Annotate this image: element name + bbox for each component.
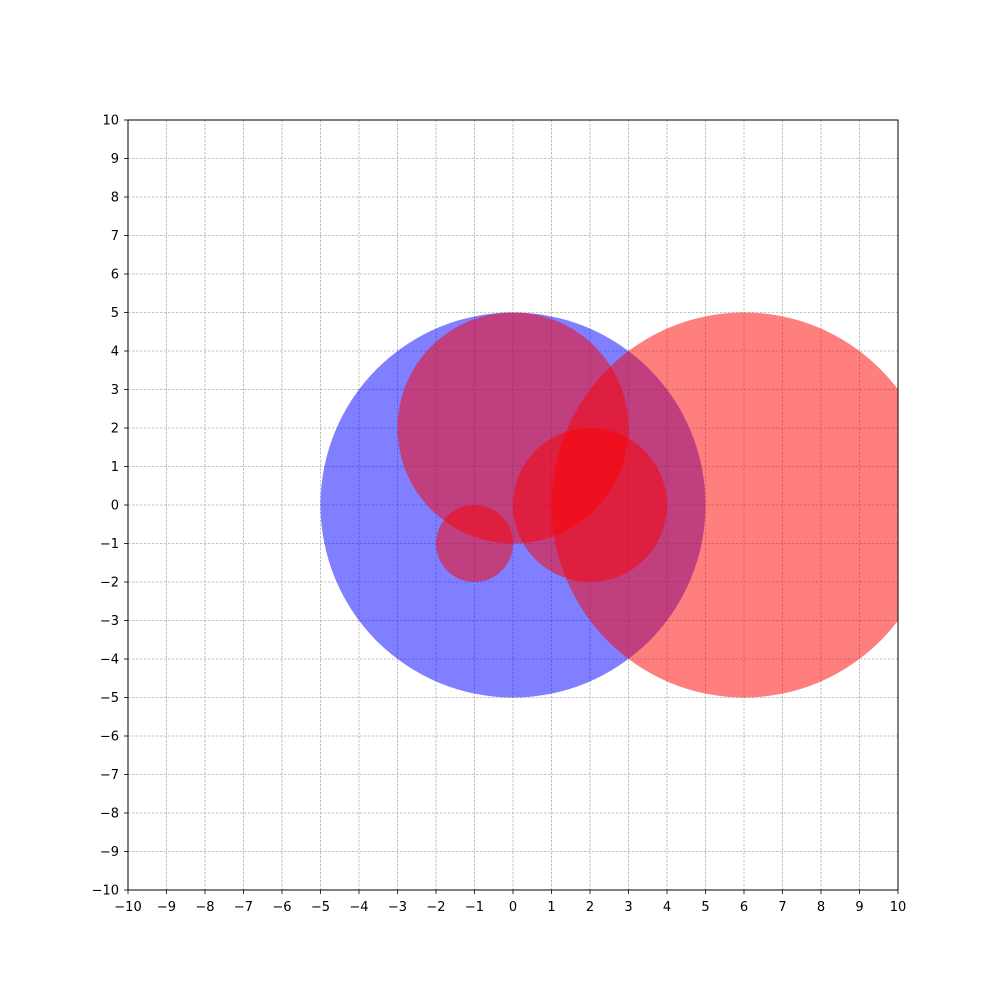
y-tick-label: 2 bbox=[111, 422, 119, 437]
x-tick-label: 7 bbox=[778, 900, 786, 915]
x-tick-label: −8 bbox=[195, 900, 214, 915]
x-tick-label: −5 bbox=[311, 900, 330, 915]
x-tick-label: −9 bbox=[157, 900, 176, 915]
x-tick-label: −6 bbox=[272, 900, 291, 915]
y-tick-label: 8 bbox=[111, 191, 119, 206]
x-axis: −10 −9 −8 −7 −6 −5 −4 −3 −2 −1 0 1 2 3 4 5 6 7 8 9 10 bbox=[114, 890, 906, 915]
y-tick-label: −8 bbox=[100, 807, 119, 822]
x-tick-label: −2 bbox=[426, 900, 445, 915]
x-tick-label: 3 bbox=[624, 900, 632, 915]
circle-2 bbox=[551, 312, 898, 698]
y-tick-label: −3 bbox=[100, 614, 119, 629]
y-tick-label: −9 bbox=[100, 845, 119, 860]
x-tick-label: 5 bbox=[701, 900, 709, 915]
circles bbox=[320, 312, 898, 698]
circle-5 bbox=[436, 505, 513, 582]
y-tick-label: 4 bbox=[111, 345, 119, 360]
x-tick-label: 2 bbox=[586, 900, 594, 915]
y-tick-label: −10 bbox=[92, 884, 119, 899]
y-tick-label: 10 bbox=[102, 114, 119, 129]
x-tick-label: 8 bbox=[817, 900, 825, 915]
y-tick-label: 6 bbox=[111, 268, 119, 283]
x-tick-label: 0 bbox=[509, 900, 517, 915]
x-tick-label: −7 bbox=[234, 900, 253, 915]
y-tick-label: 5 bbox=[111, 306, 119, 321]
x-tick-label: −10 bbox=[114, 900, 141, 915]
y-tick-label: 3 bbox=[111, 383, 119, 398]
x-tick-label: 10 bbox=[890, 900, 907, 915]
x-tick-label: 6 bbox=[740, 900, 748, 915]
y-tick-label: 1 bbox=[111, 460, 119, 475]
y-tick-label: −1 bbox=[100, 537, 119, 552]
x-tick-label: −4 bbox=[349, 900, 368, 915]
y-tick-label: −5 bbox=[100, 691, 119, 706]
circle-4 bbox=[513, 428, 667, 582]
x-tick-label: 1 bbox=[547, 900, 555, 915]
y-tick-label: −6 bbox=[100, 730, 119, 745]
x-tick-label: −3 bbox=[388, 900, 407, 915]
y-tick-label: −7 bbox=[100, 768, 119, 783]
x-tick-label: 4 bbox=[663, 900, 671, 915]
y-tick-label: −4 bbox=[100, 653, 119, 668]
y-tick-label: −2 bbox=[100, 576, 119, 591]
x-tick-label: 9 bbox=[855, 900, 863, 915]
x-tick-label: −1 bbox=[465, 900, 484, 915]
y-tick-label: 7 bbox=[111, 229, 119, 244]
y-tick-label: 9 bbox=[111, 152, 119, 167]
y-tick-label: 0 bbox=[111, 499, 119, 514]
